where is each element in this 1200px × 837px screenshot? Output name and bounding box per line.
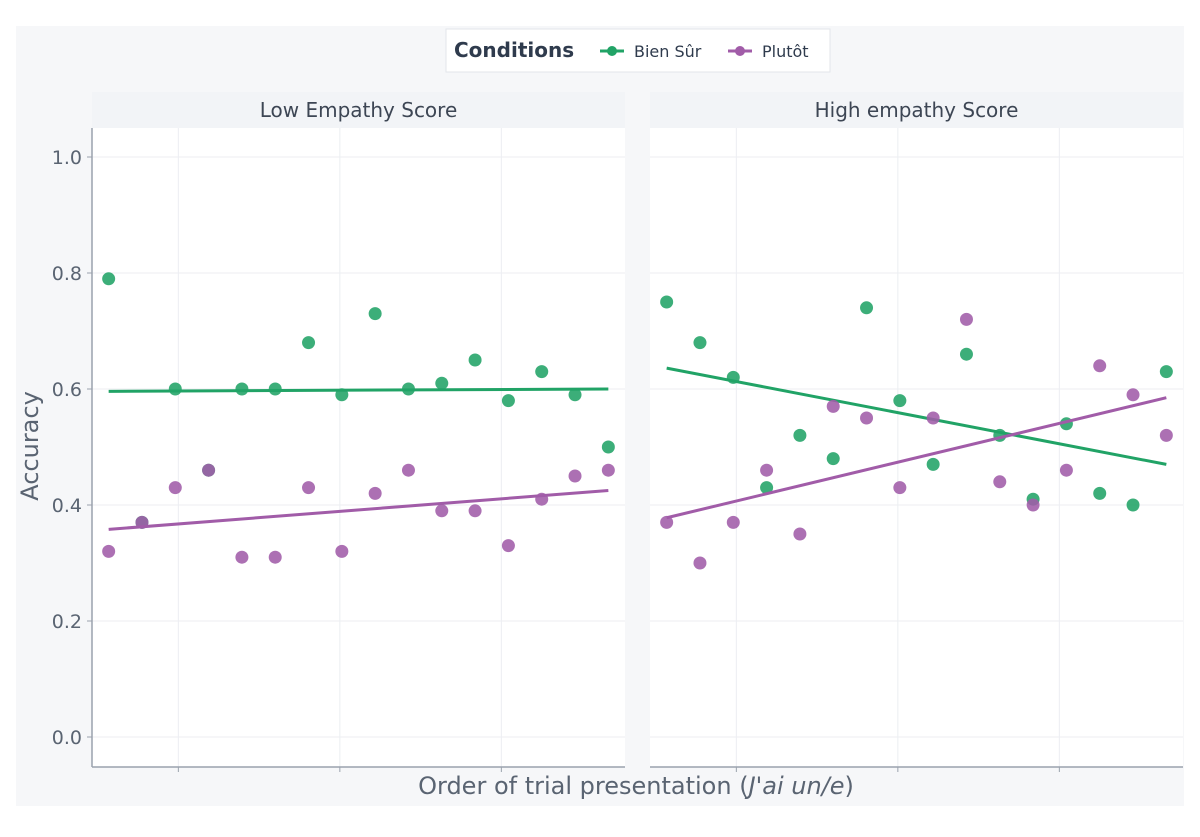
- data-point: [268, 382, 282, 396]
- legend-marker-plutot: [735, 46, 745, 56]
- y-tick-label: 0.0: [52, 727, 82, 749]
- data-point: [335, 388, 349, 402]
- data-point: [693, 556, 707, 570]
- data-point: [601, 440, 615, 454]
- trend-line: [666, 366, 1167, 466]
- data-point: [368, 486, 382, 500]
- data-point: [860, 301, 874, 315]
- y-tick-label: 0.8: [52, 263, 82, 285]
- x-axis-label: Order of trial presentation (J'ai un/e): [418, 772, 854, 800]
- data-point: [1126, 498, 1140, 512]
- data-point: [168, 481, 182, 495]
- x-axis-label-suffix: ): [845, 772, 854, 800]
- data-point: [601, 463, 615, 477]
- y-tick-label: 0.6: [52, 379, 82, 401]
- legend-label-bien-sur: Bien Sûr: [634, 42, 702, 61]
- legend-marker-bien-sur: [607, 46, 617, 56]
- data-point: [1159, 365, 1173, 379]
- data-point: [335, 544, 349, 558]
- data-point: [501, 394, 515, 408]
- data-point: [1093, 486, 1107, 500]
- data-point: [1093, 359, 1107, 373]
- data-point: [135, 515, 149, 529]
- facet-title: Low Empathy Score: [260, 98, 458, 122]
- data-point: [793, 527, 807, 541]
- trend-line: [666, 396, 1167, 520]
- data-point: [1026, 498, 1040, 512]
- y-tick-label: 0.4: [52, 495, 82, 517]
- data-point: [726, 515, 740, 529]
- legend: Conditions Bien Sûr Plutôt: [445, 28, 831, 73]
- legend-title: Conditions: [454, 38, 574, 62]
- data-point: [435, 504, 449, 518]
- data-point: [368, 307, 382, 321]
- facet-panels: Low Empathy Score 0.0 0.2 0.4 0.6 0.8 1.0 High …: [52, 92, 1183, 772]
- data-point: [401, 463, 415, 477]
- data-point: [660, 515, 674, 529]
- facet-panel-1: Low Empathy Score 0.0 0.2 0.4 0.6 0.8 1.0: [52, 92, 625, 772]
- data-point: [693, 336, 707, 350]
- facet-panel-2: High empathy Score: [650, 92, 1183, 772]
- data-point: [568, 469, 582, 483]
- data-point: [102, 544, 116, 558]
- trend-line: [108, 387, 609, 393]
- data-point: [726, 370, 740, 384]
- data-point: [401, 382, 415, 396]
- data-point: [1059, 463, 1073, 477]
- data-point: [168, 382, 182, 396]
- facet-strip: [650, 92, 1183, 128]
- legend-label-plutot: Plutôt: [762, 42, 809, 61]
- data-point: [959, 347, 973, 361]
- data-point: [926, 411, 940, 425]
- data-point: [993, 475, 1007, 489]
- data-point: [568, 388, 582, 402]
- y-axis-label: Accuracy: [16, 391, 44, 501]
- data-point: [302, 481, 316, 495]
- trend-line: [108, 489, 609, 531]
- data-point: [826, 399, 840, 413]
- data-point: [760, 463, 774, 477]
- facet-title: High empathy Score: [815, 98, 1019, 122]
- data-point: [926, 457, 940, 471]
- data-point: [202, 463, 216, 477]
- data-point: [501, 539, 515, 553]
- facet-strip: [92, 92, 625, 128]
- data-point: [660, 295, 674, 309]
- y-tick-label: 1.0: [52, 147, 82, 169]
- data-point: [1126, 388, 1140, 402]
- data-point: [1159, 428, 1173, 442]
- data-point: [302, 336, 316, 350]
- data-point: [535, 492, 549, 506]
- plot-area: [650, 128, 1183, 767]
- legend-box: [445, 28, 831, 73]
- data-point: [893, 481, 907, 495]
- data-point: [760, 481, 774, 495]
- data-point: [959, 312, 973, 326]
- data-point: [468, 353, 482, 367]
- data-point: [268, 550, 282, 564]
- x-axis-label-prefix: Order of trial presentation (: [418, 772, 748, 800]
- y-tick-label: 0.2: [52, 611, 82, 633]
- data-point: [468, 504, 482, 518]
- data-point: [102, 272, 116, 286]
- data-point: [535, 365, 549, 379]
- plot-area: [92, 128, 625, 767]
- data-point: [860, 411, 874, 425]
- data-point: [435, 376, 449, 390]
- x-axis-label-italic: J'ai un/e: [745, 772, 845, 800]
- data-point: [893, 394, 907, 408]
- data-point: [826, 452, 840, 466]
- data-point: [793, 428, 807, 442]
- data-point: [235, 550, 249, 564]
- data-point: [235, 382, 249, 396]
